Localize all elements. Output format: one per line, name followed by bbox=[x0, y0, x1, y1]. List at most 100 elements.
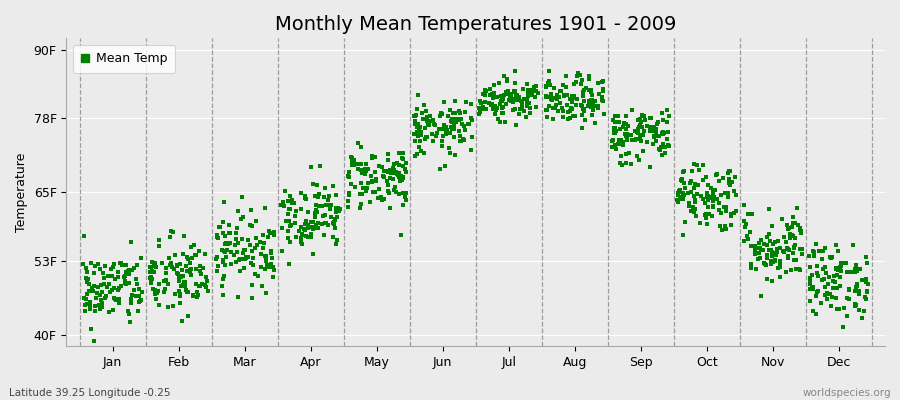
Point bbox=[804, 264, 818, 270]
Point bbox=[244, 207, 258, 213]
Point bbox=[857, 308, 871, 314]
Point bbox=[174, 282, 188, 289]
Point bbox=[311, 203, 326, 209]
Point bbox=[220, 247, 234, 254]
Point bbox=[294, 241, 309, 247]
Point bbox=[721, 194, 735, 200]
Point bbox=[778, 269, 793, 275]
Point bbox=[219, 240, 233, 246]
Point bbox=[511, 110, 526, 117]
Point bbox=[753, 293, 768, 299]
Point bbox=[377, 196, 392, 202]
Point bbox=[294, 234, 309, 241]
Point bbox=[618, 113, 633, 119]
Point bbox=[457, 109, 472, 115]
Point bbox=[383, 170, 398, 176]
Point bbox=[815, 265, 830, 272]
Point bbox=[542, 67, 556, 74]
Point bbox=[495, 110, 509, 116]
Point bbox=[281, 210, 295, 217]
Point bbox=[833, 262, 848, 269]
Point bbox=[133, 255, 148, 262]
Point bbox=[744, 243, 759, 250]
Point bbox=[230, 294, 245, 300]
Point bbox=[676, 232, 690, 238]
Point bbox=[806, 284, 820, 290]
Point bbox=[178, 283, 193, 289]
Point bbox=[308, 210, 322, 216]
Point bbox=[94, 281, 108, 288]
Point bbox=[520, 80, 535, 87]
Point bbox=[615, 162, 629, 168]
Point bbox=[805, 272, 819, 278]
Point bbox=[346, 162, 361, 168]
Point bbox=[493, 118, 508, 125]
Point bbox=[119, 281, 133, 288]
Point bbox=[494, 98, 508, 104]
Point bbox=[222, 229, 237, 236]
Point bbox=[456, 136, 471, 142]
Point bbox=[86, 338, 101, 344]
Point bbox=[859, 276, 873, 282]
Point bbox=[508, 88, 522, 94]
Point bbox=[808, 311, 823, 318]
Point bbox=[848, 269, 862, 276]
Point bbox=[355, 191, 369, 197]
Point bbox=[649, 130, 663, 136]
Point bbox=[369, 178, 383, 184]
Point bbox=[828, 242, 842, 248]
Point bbox=[700, 194, 715, 201]
Point bbox=[814, 256, 829, 262]
Point bbox=[633, 116, 647, 122]
Point bbox=[486, 106, 500, 112]
Point bbox=[230, 225, 244, 231]
Point bbox=[293, 190, 308, 196]
Point bbox=[483, 102, 498, 108]
Point bbox=[429, 129, 444, 136]
Point bbox=[176, 233, 191, 239]
Point bbox=[859, 296, 873, 302]
Point bbox=[262, 228, 276, 235]
Point bbox=[831, 267, 845, 274]
Point bbox=[174, 293, 188, 299]
Point bbox=[793, 266, 807, 273]
Point bbox=[530, 90, 544, 97]
Point bbox=[560, 92, 574, 98]
Point bbox=[507, 89, 521, 95]
Point bbox=[453, 138, 467, 144]
Point bbox=[311, 190, 326, 197]
Point bbox=[77, 302, 92, 308]
Point bbox=[220, 254, 234, 260]
Point bbox=[329, 214, 344, 220]
Point bbox=[388, 183, 402, 190]
Point bbox=[160, 304, 175, 310]
Point bbox=[654, 152, 669, 159]
Point bbox=[217, 199, 231, 206]
Point bbox=[264, 248, 278, 254]
Point bbox=[631, 130, 645, 137]
Point bbox=[224, 261, 238, 267]
Point bbox=[283, 206, 297, 212]
Point bbox=[574, 102, 589, 108]
Point bbox=[399, 169, 413, 176]
Point bbox=[575, 103, 590, 109]
Point bbox=[187, 252, 202, 259]
Point bbox=[588, 98, 602, 104]
Point bbox=[691, 166, 706, 173]
Point bbox=[408, 118, 422, 124]
Point bbox=[788, 257, 802, 264]
Point bbox=[596, 98, 610, 104]
Point bbox=[816, 247, 831, 254]
Point bbox=[235, 194, 249, 200]
Point bbox=[585, 96, 599, 103]
Point bbox=[305, 251, 320, 257]
Point bbox=[571, 70, 585, 76]
Point bbox=[246, 262, 260, 268]
Point bbox=[544, 97, 559, 104]
Point bbox=[766, 259, 780, 265]
Point bbox=[313, 163, 328, 170]
Point bbox=[768, 239, 782, 246]
Title: Monthly Mean Temperatures 1901 - 2009: Monthly Mean Temperatures 1901 - 2009 bbox=[275, 15, 677, 34]
Point bbox=[383, 204, 398, 211]
Point bbox=[762, 238, 777, 245]
